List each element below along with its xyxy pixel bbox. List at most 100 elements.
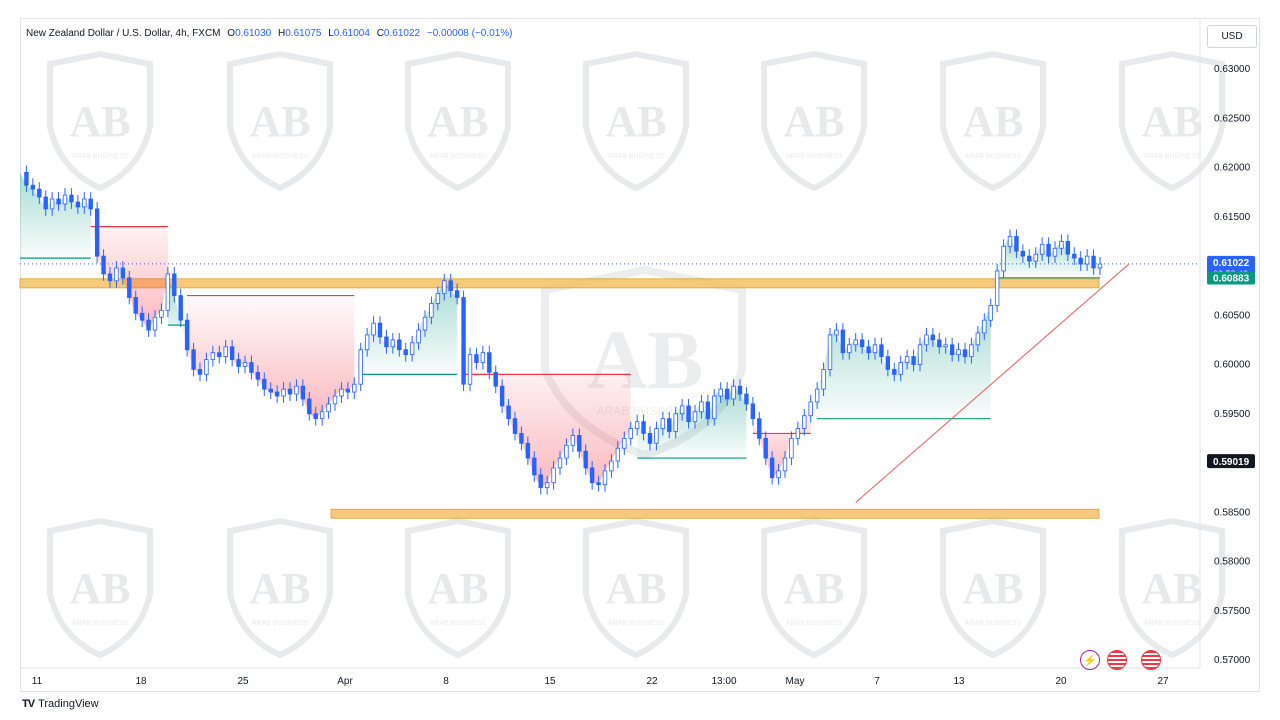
indicator-badge bbox=[1207, 271, 1255, 285]
candle bbox=[56, 192, 61, 211]
candle bbox=[358, 342, 363, 392]
candle bbox=[538, 467, 543, 495]
y-tick-label: 0.58500 bbox=[1214, 507, 1251, 518]
candle bbox=[307, 392, 312, 421]
watermark-text: ARAB BUSINESS bbox=[72, 620, 129, 627]
candle bbox=[287, 382, 293, 401]
candle bbox=[705, 395, 711, 426]
watermark-shield-icon: AB ARAB BUSINESS bbox=[405, 517, 511, 659]
tradingview-logo-icon[interactable]: TV bbox=[22, 698, 35, 710]
overlay-layer bbox=[20, 263, 1200, 503]
candle bbox=[37, 182, 42, 204]
candle bbox=[249, 355, 254, 380]
candle bbox=[718, 382, 723, 403]
candle bbox=[892, 362, 897, 382]
symbol-title[interactable]: New Zealand Dollar / U.S. Dollar, 4h, FX… bbox=[26, 28, 221, 39]
watermark-text: ARAB BUSINESS bbox=[786, 620, 843, 627]
cloud-down bbox=[90, 208, 168, 331]
x-tick-label: 7 bbox=[874, 676, 880, 687]
candle bbox=[139, 306, 145, 328]
candle bbox=[1014, 229, 1019, 259]
candle bbox=[82, 192, 87, 214]
x-tick-label: 11 bbox=[32, 676, 43, 687]
candle bbox=[69, 188, 74, 209]
y-tick-label: 0.61500 bbox=[1214, 212, 1251, 223]
candle bbox=[377, 316, 383, 344]
high-label: H bbox=[278, 28, 286, 39]
candle bbox=[49, 192, 55, 216]
candle bbox=[782, 451, 788, 478]
watermark-text: ARAB BUSINESS bbox=[786, 153, 843, 160]
watermark-text: ARAB BUSINESS bbox=[72, 153, 129, 160]
candle bbox=[1033, 247, 1038, 268]
candles-layer bbox=[24, 165, 1103, 495]
candle bbox=[544, 475, 550, 495]
cloud-up bbox=[637, 386, 747, 459]
x-tick-label: 22 bbox=[646, 676, 658, 687]
currency-button[interactable]: USD bbox=[1207, 25, 1257, 48]
candle bbox=[422, 310, 428, 337]
watermark-text: ARAB BUSINESS bbox=[965, 620, 1022, 627]
candle bbox=[319, 404, 325, 426]
candle bbox=[647, 426, 653, 451]
candle bbox=[724, 382, 730, 406]
candle bbox=[210, 345, 216, 367]
candle bbox=[178, 288, 183, 328]
footer: TV TradingView bbox=[22, 698, 99, 710]
x-tick-label: 13 bbox=[953, 676, 965, 687]
candle bbox=[300, 379, 306, 406]
candle bbox=[88, 192, 93, 216]
candle bbox=[1027, 249, 1032, 268]
us-flag-icon[interactable] bbox=[1141, 650, 1161, 670]
candle bbox=[532, 451, 537, 482]
candle bbox=[911, 349, 916, 372]
y-tick-label: 0.57500 bbox=[1214, 606, 1251, 617]
candle bbox=[525, 436, 531, 465]
candle bbox=[763, 431, 768, 465]
candle bbox=[731, 379, 736, 406]
x-tick-label: 8 bbox=[443, 676, 449, 687]
candle bbox=[454, 283, 460, 305]
candle bbox=[197, 362, 203, 382]
candle bbox=[281, 382, 286, 403]
x-tick-label: 13:00 bbox=[711, 676, 736, 687]
candle bbox=[583, 444, 588, 475]
candle bbox=[808, 395, 813, 423]
candle bbox=[840, 323, 846, 360]
crosshair-value: 0.59019 bbox=[1213, 457, 1250, 468]
candle bbox=[133, 290, 138, 321]
y-tick-label: 0.60000 bbox=[1214, 360, 1251, 371]
candle bbox=[274, 385, 280, 403]
watermark-shield-icon: AB ARAB BUSINESS bbox=[227, 517, 333, 659]
candle bbox=[229, 339, 235, 367]
watermark-shield-icon: AB ARAB BUSINESS bbox=[583, 517, 689, 659]
lightning-icon[interactable]: ⚡ bbox=[1080, 650, 1100, 670]
watermark-shield-icon: AB ARAB BUSINESS bbox=[583, 50, 689, 192]
candle bbox=[885, 349, 891, 377]
watermark-text: ARAB BUSINESS bbox=[430, 153, 487, 160]
candle bbox=[236, 352, 241, 374]
candle bbox=[364, 328, 370, 357]
candle bbox=[474, 347, 479, 370]
svg-text:AB: AB bbox=[783, 97, 844, 146]
y-tick-label: 0.62000 bbox=[1214, 163, 1251, 174]
candle bbox=[165, 266, 171, 318]
x-tick-label: 27 bbox=[1157, 676, 1169, 687]
candle bbox=[62, 188, 68, 211]
brand-name[interactable]: TradingView bbox=[38, 698, 99, 710]
svg-text:AB: AB bbox=[69, 97, 130, 146]
candle bbox=[557, 451, 563, 475]
cloud-down bbox=[463, 352, 631, 488]
candle bbox=[969, 337, 974, 364]
candle bbox=[564, 438, 569, 465]
candle bbox=[326, 397, 331, 419]
y-tick-label: 0.57000 bbox=[1214, 655, 1251, 666]
candle bbox=[622, 431, 627, 456]
candle bbox=[371, 316, 376, 342]
svg-text:AB: AB bbox=[962, 564, 1023, 613]
us-flag-icon[interactable] bbox=[1107, 650, 1127, 670]
candle bbox=[679, 398, 685, 421]
candle bbox=[628, 421, 633, 446]
candle bbox=[1046, 237, 1051, 264]
